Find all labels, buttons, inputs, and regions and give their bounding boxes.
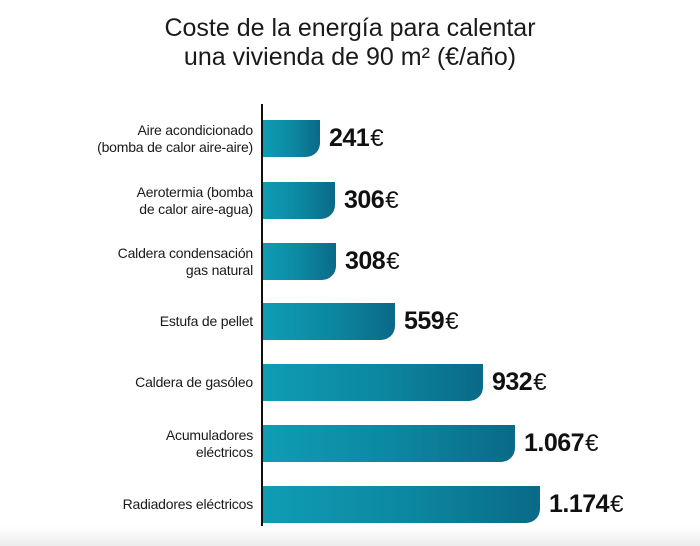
y-axis-line xyxy=(261,104,263,540)
value-number: 559 xyxy=(404,307,445,335)
bar-row: Aire acondicionado (bomba de calor aire-a… xyxy=(0,120,700,157)
value-label: 559€ xyxy=(404,303,459,340)
category-label-line-1: Acumuladores xyxy=(165,426,253,443)
value-label: 932€ xyxy=(492,364,547,401)
category-label: Aire acondicionado (bomba de calor aire-a… xyxy=(97,120,253,157)
category-label-line-1: Radiadores eléctricos xyxy=(122,496,254,512)
bottom-fade xyxy=(0,526,700,546)
bar xyxy=(263,303,395,340)
value-label: 241€ xyxy=(329,120,384,157)
value-number: 308 xyxy=(345,247,386,275)
value-label: 1.174€ xyxy=(549,486,623,523)
euro-symbol: € xyxy=(385,187,399,214)
category-label: Radiadores eléctricos xyxy=(122,486,254,523)
euro-symbol: € xyxy=(370,125,384,152)
euro-symbol: € xyxy=(610,491,623,518)
value-number: 932 xyxy=(492,368,533,396)
category-label-line-1: Aerotermia (bomba xyxy=(136,183,254,200)
category-label: Estufa de pellet xyxy=(159,303,254,340)
bar-row: Radiadores eléctricos 1.174€ xyxy=(0,486,700,523)
category-label-line-1: Caldera condensación xyxy=(117,244,254,261)
category-label: Aerotermia (bomba de calor aire-agua) xyxy=(136,182,254,219)
chart-title-line-1: Coste de la energía para calentar xyxy=(164,14,536,42)
value-number: 1.067 xyxy=(524,429,585,457)
category-label-line-2: de calor aire-agua) xyxy=(139,200,253,217)
category-label-line-1: Caldera de gasóleo xyxy=(135,374,253,390)
bar xyxy=(263,486,540,523)
bar-row: Caldera condensación gas natural 308€ xyxy=(0,243,700,280)
value-number: 306 xyxy=(344,186,385,214)
bar xyxy=(263,120,320,157)
category-label-line-2: eléctricos xyxy=(195,443,253,460)
value-label: 306€ xyxy=(344,182,399,219)
category-label: Acumuladores eléctricos xyxy=(166,425,253,462)
bar xyxy=(263,243,336,280)
bar xyxy=(263,364,483,401)
category-label: Caldera de gasóleo xyxy=(135,364,253,401)
category-label-line-2: gas natural xyxy=(185,261,253,278)
category-label-line-1: Aire acondicionado xyxy=(137,121,254,138)
bar-row: Estufa de pellet 559€ xyxy=(0,303,700,340)
bar-row: Acumuladores eléctricos 1.067€ xyxy=(0,425,700,462)
value-label: 308€ xyxy=(345,243,400,280)
bar xyxy=(263,425,515,462)
value-label: 1.067€ xyxy=(524,425,598,462)
bar xyxy=(263,182,335,219)
value-number: 1.174 xyxy=(549,490,610,518)
bar-row: Aerotermia (bomba de calor aire-agua) 306€ xyxy=(0,182,700,219)
euro-symbol: € xyxy=(585,430,598,457)
chart-title-line-2: una vivienda de 90 m² (€/año) xyxy=(183,43,517,71)
category-label-line-2: (bomba de calor aire-aire) xyxy=(97,138,253,155)
euro-symbol: € xyxy=(533,369,547,396)
euro-symbol: € xyxy=(386,248,400,275)
category-label-line-1: Estufa de pellet xyxy=(159,313,254,329)
category-label: Caldera condensación gas natural xyxy=(117,243,254,280)
value-number: 241 xyxy=(329,124,370,152)
chart-title: Coste de la energía para calentar una vi… xyxy=(0,14,700,72)
euro-symbol: € xyxy=(445,308,459,335)
bar-row: Caldera de gasóleo 932€ xyxy=(0,364,700,401)
